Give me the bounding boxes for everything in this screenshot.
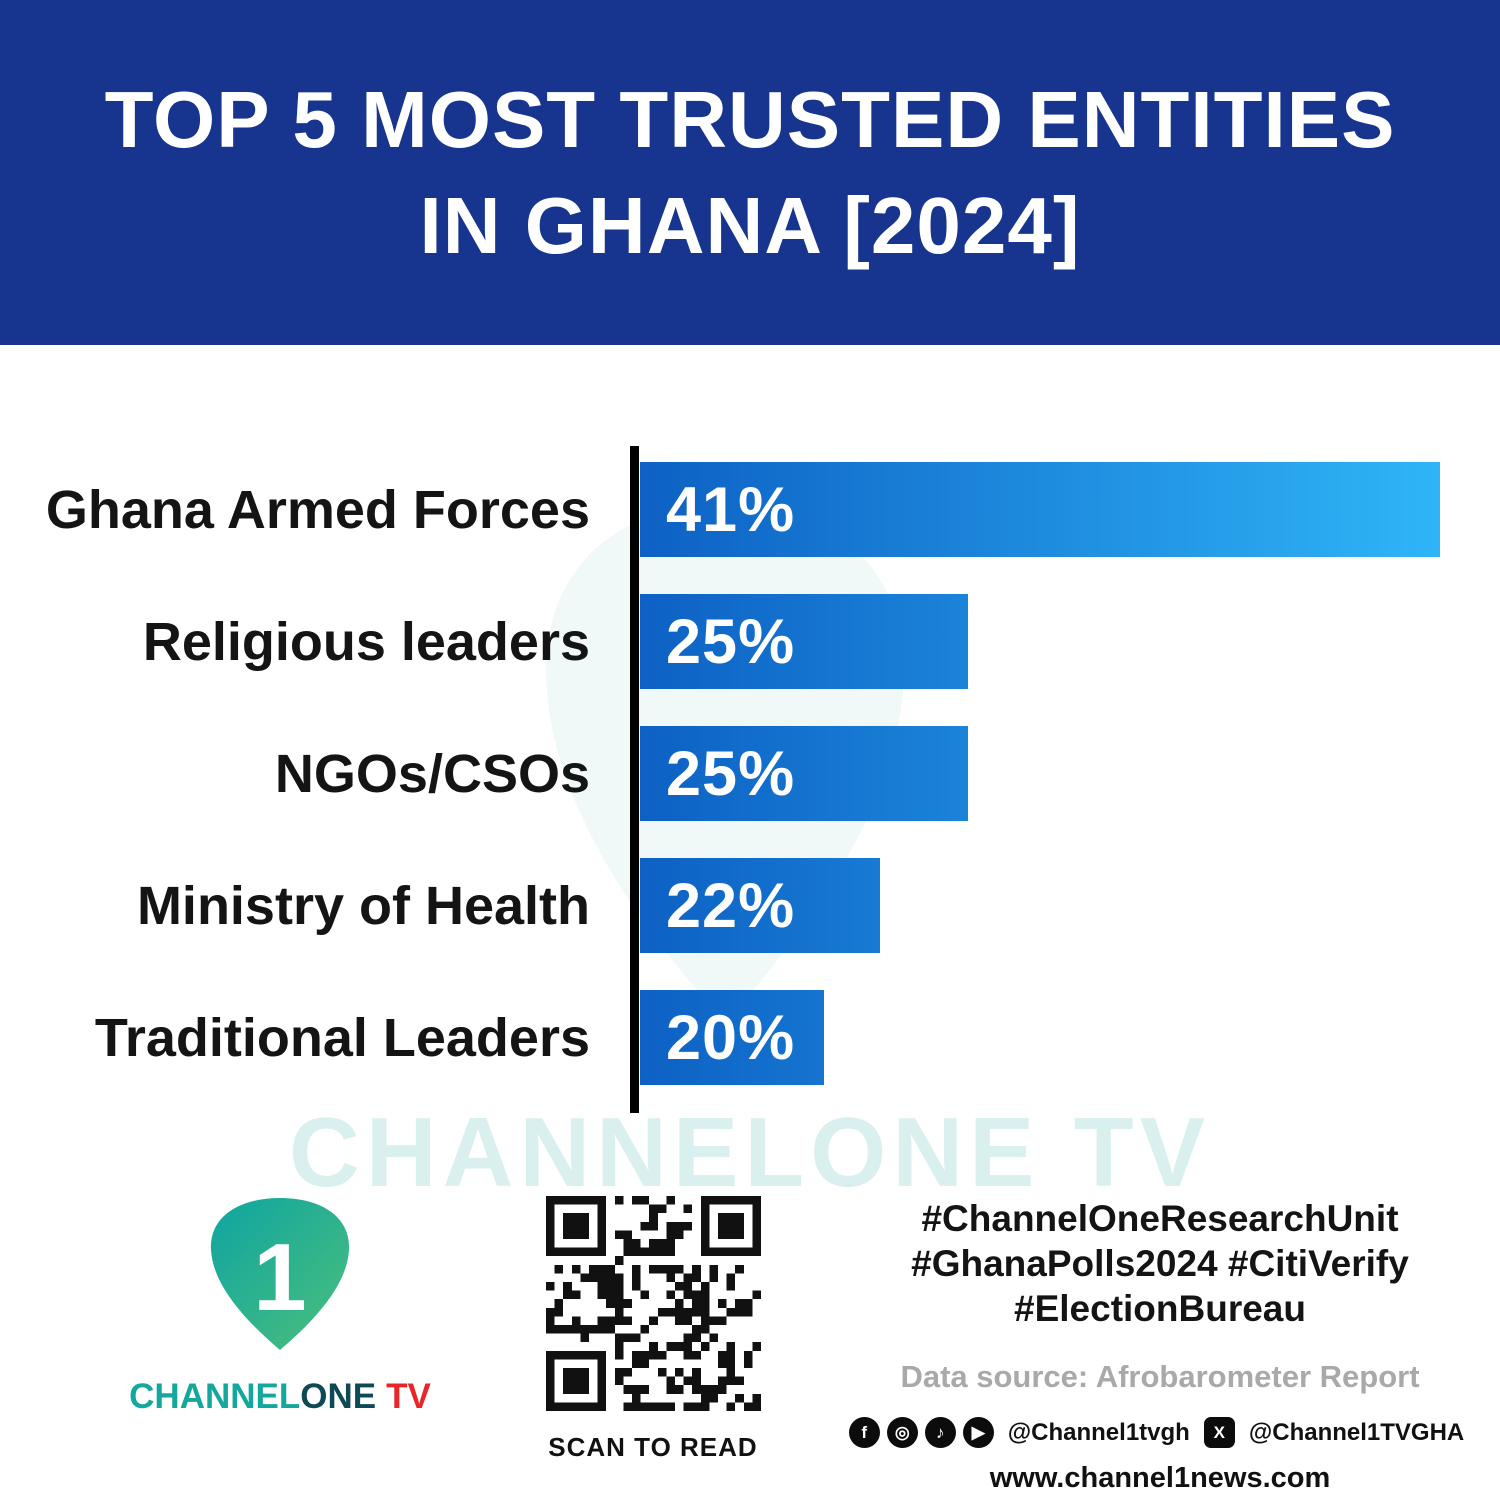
instagram-icon: ◎: [886, 1417, 918, 1449]
header-banner: TOP 5 MOST TRUSTED ENTITIES IN GHANA [20…: [0, 0, 1500, 345]
category-label: Traditional Leaders: [94, 1007, 590, 1068]
page-title: TOP 5 MOST TRUSTED ENTITIES IN GHANA [20…: [105, 67, 1396, 278]
data-source: Data source: Afrobarometer Report: [900, 1359, 1420, 1395]
facebook-icon: f: [848, 1417, 880, 1449]
wordmark-tv: TV: [386, 1377, 431, 1416]
bar-track: 22%: [640, 858, 1440, 953]
bar-value-label: 22%: [666, 870, 796, 941]
wordmark-channel: CHANNEL: [129, 1377, 301, 1416]
hashtags-line-2: #GhanaPolls2024 #CitiVerify: [911, 1243, 1409, 1285]
category-label: Ghana Armed Forces: [45, 479, 590, 540]
hashtags-line-3: #ElectionBureau: [1014, 1288, 1306, 1330]
website-url: www.channel1news.com: [989, 1462, 1331, 1495]
title-line-2: IN GHANA [2024]: [419, 180, 1081, 270]
social-handle-2: @Channel1TVGHA: [1248, 1418, 1465, 1446]
bar-value-label: 41%: [666, 474, 796, 545]
x-icon: X: [1203, 1417, 1235, 1449]
bar-value-label: 25%: [666, 738, 796, 809]
tiktok-icon: ♪: [924, 1417, 956, 1449]
chart-row: Religious leaders 25%: [0, 594, 1500, 689]
social-handle-1: @Channel1tvgh: [1007, 1418, 1190, 1446]
brand-wordmark: CHANNELONE TV: [120, 1377, 440, 1417]
bar-track: 20%: [640, 990, 1440, 1085]
bar-value-label: 25%: [666, 606, 796, 677]
bar: 20%: [640, 990, 824, 1085]
bar-value-label: 20%: [666, 1002, 796, 1073]
bar-track: 25%: [640, 726, 1440, 821]
bar: 25%: [640, 594, 968, 689]
watermark-text: CHANNELONE TV: [289, 1097, 1211, 1207]
qr-code: [545, 1196, 761, 1411]
category-label: NGOs/CSOs: [274, 743, 590, 804]
category-label: Religious leaders: [142, 611, 590, 672]
social-row: f ◎ ♪ ▶ @Channel1tvgh X @Channel1TVGHA: [848, 1417, 1464, 1449]
title-line-1: TOP 5 MOST TRUSTED ENTITIES: [104, 74, 1396, 164]
bar: 22%: [640, 858, 880, 953]
qr-block: SCAN TO READ: [543, 1196, 763, 1463]
info-block: #ChannelOneResearchUnit #GhanaPolls2024 …: [848, 1196, 1464, 1495]
hashtags: #ChannelOneResearchUnit #GhanaPolls2024 …: [860, 1196, 1460, 1331]
chart-row: NGOs/CSOs 25%: [0, 726, 1500, 821]
chart-axis-line: [630, 446, 639, 1113]
qr-caption: SCAN TO READ: [548, 1432, 758, 1462]
channel-one-logo-icon: 1: [210, 1198, 350, 1350]
bar: 41%: [640, 462, 1440, 557]
bar: 25%: [640, 726, 968, 821]
category-label: Ministry of Health: [136, 875, 590, 936]
bar-track: 41%: [640, 462, 1440, 557]
logo-numeral: 1: [253, 1224, 306, 1331]
bar-track: 25%: [640, 594, 1440, 689]
brand-block: 1 CHANNELONE TV: [120, 1188, 440, 1417]
chart-row: Ministry of Health 22%: [0, 858, 1500, 953]
bar-chart: Ghana Armed Forces 41% Religious leaders…: [0, 446, 1500, 1113]
chart-row: Traditional Leaders 20%: [0, 990, 1500, 1085]
hashtags-line-1: #ChannelOneResearchUnit: [921, 1198, 1399, 1239]
youtube-icon: ▶: [962, 1417, 994, 1449]
wordmark-one: ONE: [300, 1377, 377, 1416]
chart-row: Ghana Armed Forces 41%: [0, 462, 1500, 557]
